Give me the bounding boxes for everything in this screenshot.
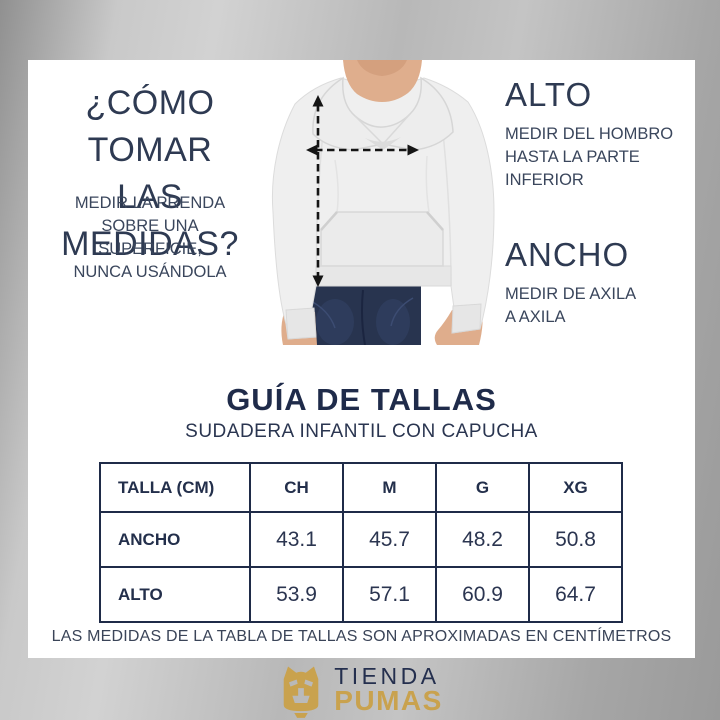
hem-band [315,265,452,287]
size-table: TALLA (CM) CH M G XG ANCHO 43.1 45.7 48.… [99,462,623,623]
ancho-title: ANCHO [505,236,630,273]
size-table-header-xg: XG [528,462,623,513]
size-value: 57.1 [342,566,437,623]
pumas-logo-icon [283,666,319,718]
size-value: 64.7 [528,566,623,623]
size-value: 48.2 [435,511,530,568]
brand-name-tienda: TIENDA [334,662,440,689]
alto-desc-line: INFERIOR [505,171,584,189]
alto-definition: ALTO MEDIR DEL HOMBRO HASTA LA PARTE INF… [505,76,673,192]
size-guide-card: ¿CÓMO TOMAR LAS MEDIDAS? MEDIR LA PRENDA… [28,60,695,658]
ancho-description: MEDIR DE AXILA A AXILA [505,283,636,329]
size-value: 45.7 [342,511,437,568]
ancho-definition: ANCHO MEDIR DE AXILA A AXILA [505,236,636,329]
hoodie-model-photo [271,60,495,345]
left-cuff [285,307,317,340]
page-title: ¿CÓMO TOMAR LAS MEDIDAS? [34,80,266,268]
ancho-measure-arrow [306,144,419,156]
ancho-desc-line: A AXILA [505,308,566,326]
size-table-footnote: LAS MEDIDAS DE LA TABLA DE TALLAS SON AP… [51,628,672,645]
alto-desc-line: MEDIR DEL HOMBRO [505,125,674,143]
size-table-row-ancho: ANCHO 43.1 45.7 48.2 50.8 [99,511,623,568]
ancho-desc-line: MEDIR DE AXILA [505,285,637,303]
row-label-ancho: ANCHO [99,511,251,568]
kangaroo-pocket [320,211,444,267]
hood [312,76,454,151]
instruction-line: SOBRE UNA [101,217,199,235]
size-table-row-alto: ALTO 53.9 57.1 60.9 64.7 [99,566,623,623]
row-label-alto: ALTO [99,566,251,623]
measuring-instructions: MEDIR LA PRENDA SOBRE UNA SUPERFICIE, NU… [46,192,254,284]
size-value: 53.9 [249,566,344,623]
size-guide-title: GUÍA DE TALLAS [226,382,497,417]
instruction-line: MEDIR LA PRENDA [74,194,226,212]
alto-title: ALTO [505,76,593,113]
alto-desc-line: HASTA LA PARTE [505,148,640,166]
page-title-line2: LAS MEDIDAS? [61,178,239,263]
size-table-header-g: G [435,462,530,513]
brand-footer: TIENDA PUMAS [0,658,720,720]
size-table-header-ch: CH [249,462,344,513]
brand-wordmark: TIENDA PUMAS [334,662,443,716]
instruction-line: SUPERFICIE, [98,240,202,258]
size-table-header-talla: TALLA (CM) [99,462,251,513]
size-value: 60.9 [435,566,530,623]
alto-description: MEDIR DEL HOMBRO HASTA LA PARTE INFERIOR [505,123,673,192]
size-guide-subtitle: SUDADERA INFANTIL CON CAPUCHA [185,421,538,442]
alto-measure-arrow [312,95,324,287]
size-table-header-row: TALLA (CM) CH M G XG [99,462,623,513]
size-table-header-m: M [342,462,437,513]
size-value: 43.1 [249,511,344,568]
brand-name-pumas: PUMAS [334,684,443,716]
instruction-line: NUNCA USÁNDOLA [73,263,227,281]
size-value: 50.8 [528,511,623,568]
right-cuff [451,303,482,334]
page-title-line1: ¿CÓMO TOMAR [85,84,215,169]
model-neck [343,60,422,102]
